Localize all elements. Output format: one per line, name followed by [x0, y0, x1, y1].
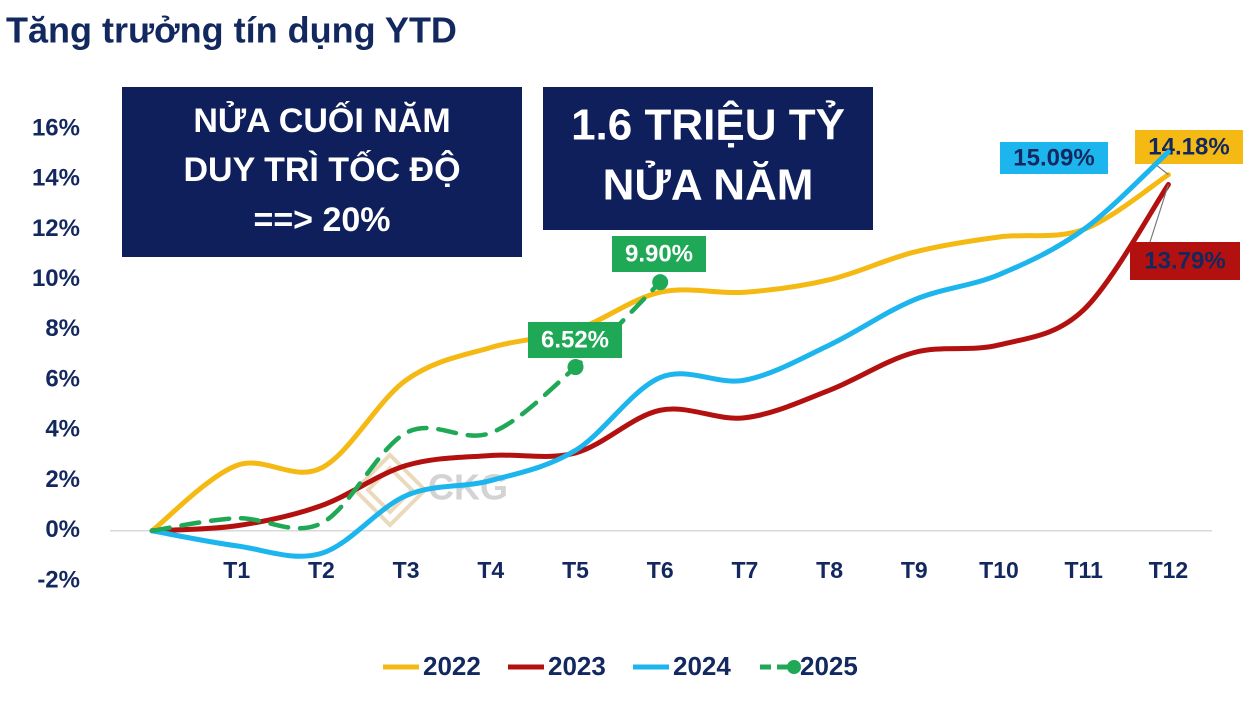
point-marker: [567, 359, 584, 376]
value-label-box: [1130, 242, 1240, 280]
x-tick-label: T6: [647, 557, 674, 583]
value-label-box: [612, 236, 706, 272]
legend-label: 2024: [673, 651, 731, 681]
annotation-box: [122, 87, 522, 257]
x-tick-label: T4: [477, 557, 504, 583]
value-label: 9.90%: [625, 240, 693, 267]
value-label-box: [528, 322, 622, 358]
series-line: [149, 181, 1171, 534]
x-tick-label: T9: [901, 557, 928, 583]
x-tick-label: T7: [731, 557, 758, 583]
series-line: [149, 172, 1171, 534]
leader-line: [1149, 184, 1169, 243]
x-tick-label: T11: [1065, 557, 1104, 583]
legend-label: 2023: [548, 651, 606, 681]
x-tick-label: T2: [308, 557, 335, 583]
value-label-box: [1000, 142, 1108, 174]
y-tick-label: 12%: [32, 215, 80, 242]
y-tick-label: 6%: [45, 365, 80, 392]
x-tick-label: T1: [223, 557, 250, 583]
annotation-text: ==> 20%: [253, 201, 390, 239]
annotation-text: 1.6 TRIỆU TỶ: [571, 100, 845, 150]
annotation-text: NỬA NĂM: [603, 159, 814, 210]
x-tick-label: T10: [979, 557, 1019, 583]
x-tick-label: T3: [393, 557, 420, 583]
point-marker: [652, 274, 669, 291]
series-line: [149, 149, 1171, 559]
annotation-box: [543, 87, 873, 230]
legend-label: 2022: [423, 651, 481, 681]
y-tick-label: 10%: [32, 265, 80, 292]
legend-marker: [787, 660, 801, 674]
value-label-box: [1135, 130, 1243, 164]
y-tick-label: 2%: [45, 466, 80, 493]
x-tick-label: T5: [562, 557, 589, 583]
value-label: 15.09%: [1013, 144, 1094, 171]
y-tick-label: -2%: [37, 566, 80, 593]
y-tick-label: 16%: [32, 114, 80, 141]
chart-title: Tăng trưởng tín dụng YTD: [6, 10, 457, 51]
y-tick-label: 0%: [45, 516, 80, 543]
x-tick-label: T12: [1149, 557, 1189, 583]
value-label: 6.52%: [541, 326, 609, 353]
annotation-text: DUY TRÌ TỐC ĐỘ: [183, 150, 460, 189]
y-tick-label: 4%: [45, 416, 80, 443]
x-tick-label: T8: [816, 557, 843, 583]
annotation-text: NỬA CUỐI NĂM: [193, 101, 450, 140]
legend-label: 2025: [800, 651, 858, 681]
y-tick-label: 8%: [45, 315, 80, 342]
value-label: 13.79%: [1144, 247, 1225, 274]
y-tick-label: 14%: [32, 165, 80, 192]
